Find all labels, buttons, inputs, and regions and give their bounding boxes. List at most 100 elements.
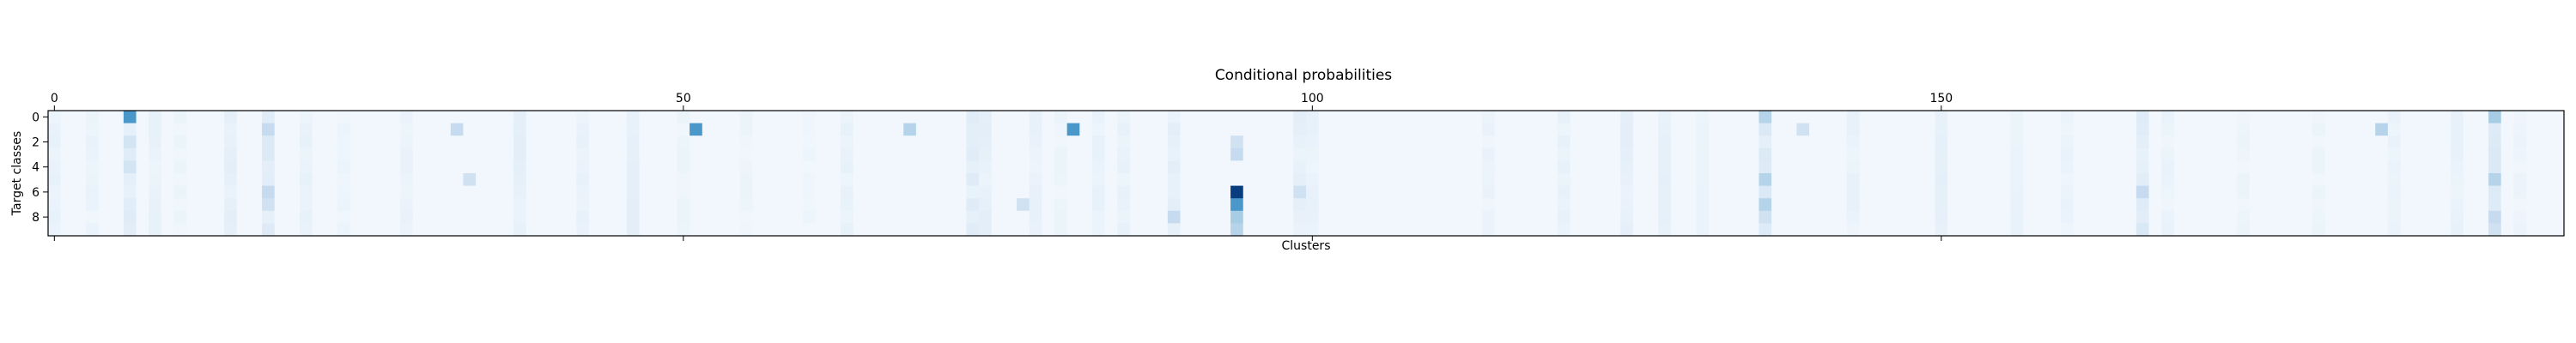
heatmap-cell [2413,223,2427,237]
heatmap-cell [2438,173,2451,186]
heatmap-cell [2387,111,2401,123]
heatmap-cell [2262,147,2275,161]
heatmap-cell [1444,111,1458,123]
heatmap-cell [1369,135,1382,149]
heatmap-cell [2538,173,2552,186]
heatmap-cell [1394,223,1407,237]
heatmap-cell [262,185,276,199]
heatmap-cell [828,111,841,123]
heatmap-cell [123,135,137,149]
heatmap-cell [60,123,74,136]
heatmap-cell [387,185,401,199]
heatmap-cell [1218,160,1231,174]
heatmap-cell [236,123,250,136]
heatmap-cell [287,173,301,186]
heatmap-cell [1507,135,1521,149]
heatmap-cell [161,223,174,237]
heatmap-cell [1658,223,1672,237]
heatmap-cell [1783,198,1797,212]
heatmap-cell [1595,111,1608,123]
heatmap-cell [690,223,703,237]
heatmap-cell [60,135,74,149]
heatmap-cell [48,173,62,186]
heatmap-cell [915,111,929,123]
heatmap-cell [1167,198,1181,212]
heatmap-cell [1129,147,1143,161]
heatmap-cell [1570,210,1583,224]
heatmap-cell [349,147,363,161]
heatmap-cell [928,223,942,237]
heatmap-cell [2425,198,2439,212]
heatmap-cell [790,135,804,149]
heatmap-cell [1456,185,1470,199]
heatmap-cell [1520,123,1534,136]
heatmap-cell [903,210,917,224]
heatmap-cell [2425,223,2439,237]
heatmap-cell [1632,147,1646,161]
heatmap-cell [878,210,891,224]
heatmap-cell [626,173,640,186]
heatmap-cell [588,223,602,237]
heatmap-cell [2551,223,2565,237]
heatmap-cell [362,135,376,149]
heatmap-cell [2161,135,2175,149]
heatmap-cell [1104,147,1118,161]
heatmap-cell [73,223,87,237]
heatmap-cell [2387,173,2401,186]
heatmap-cell [1091,210,1105,224]
heatmap-cell [1696,223,1710,237]
heatmap-cell [1570,223,1583,237]
heatmap-cell [1482,135,1496,149]
heatmap-cell [2551,111,2565,123]
heatmap-cell [803,173,817,186]
heatmap-cell [1771,185,1785,199]
heatmap-cell [1922,223,1935,237]
heatmap-cell [1042,147,1055,161]
heatmap-cell [98,210,112,224]
heatmap-cell [1884,111,1898,123]
heatmap-cell [2023,210,2037,224]
heatmap-cell [538,111,552,123]
heatmap-cell [236,223,250,237]
heatmap-cell [1809,173,1823,186]
heatmap-cell [2086,147,2099,161]
heatmap-cell [2438,223,2451,237]
heatmap-cell [526,173,539,186]
heatmap-cell [1696,198,1710,212]
heatmap-cell [1721,111,1735,123]
heatmap-cell [98,135,112,149]
heatmap-cell [1796,198,1810,212]
heatmap-cell [1444,135,1458,149]
heatmap-cell [991,123,1005,136]
heatmap-cell [1318,147,1332,161]
heatmap-cell [765,198,779,212]
heatmap-cell [2312,135,2326,149]
heatmap-cell [828,135,841,149]
heatmap-cell [1545,185,1558,199]
heatmap-cell [198,198,212,212]
heatmap-cell [1783,111,1797,123]
heatmap-cell [2224,223,2238,237]
heatmap-cell [136,210,149,224]
heatmap-cell [1935,223,1948,237]
heatmap-cell [161,173,174,186]
heatmap-cell [1029,111,1042,123]
heatmap-cell [714,135,728,149]
heatmap-cell [476,160,489,174]
heatmap-cell [1771,210,1785,224]
heatmap-cell [1066,135,1080,149]
heatmap-cell [1884,173,1898,186]
heatmap-cell [2400,198,2414,212]
heatmap-cell [815,111,829,123]
heatmap-cell [551,135,565,149]
heatmap-cell [136,173,149,186]
heatmap-cell [1180,173,1194,186]
heatmap-cell [2375,185,2389,199]
heatmap-cell [2111,160,2124,174]
heatmap-cell [412,135,426,149]
heatmap-cell [1620,123,1634,136]
heatmap-cell [2349,210,2363,224]
heatmap-cell [588,210,602,224]
heatmap-cell [790,210,804,224]
heatmap-cell [1947,111,1961,123]
